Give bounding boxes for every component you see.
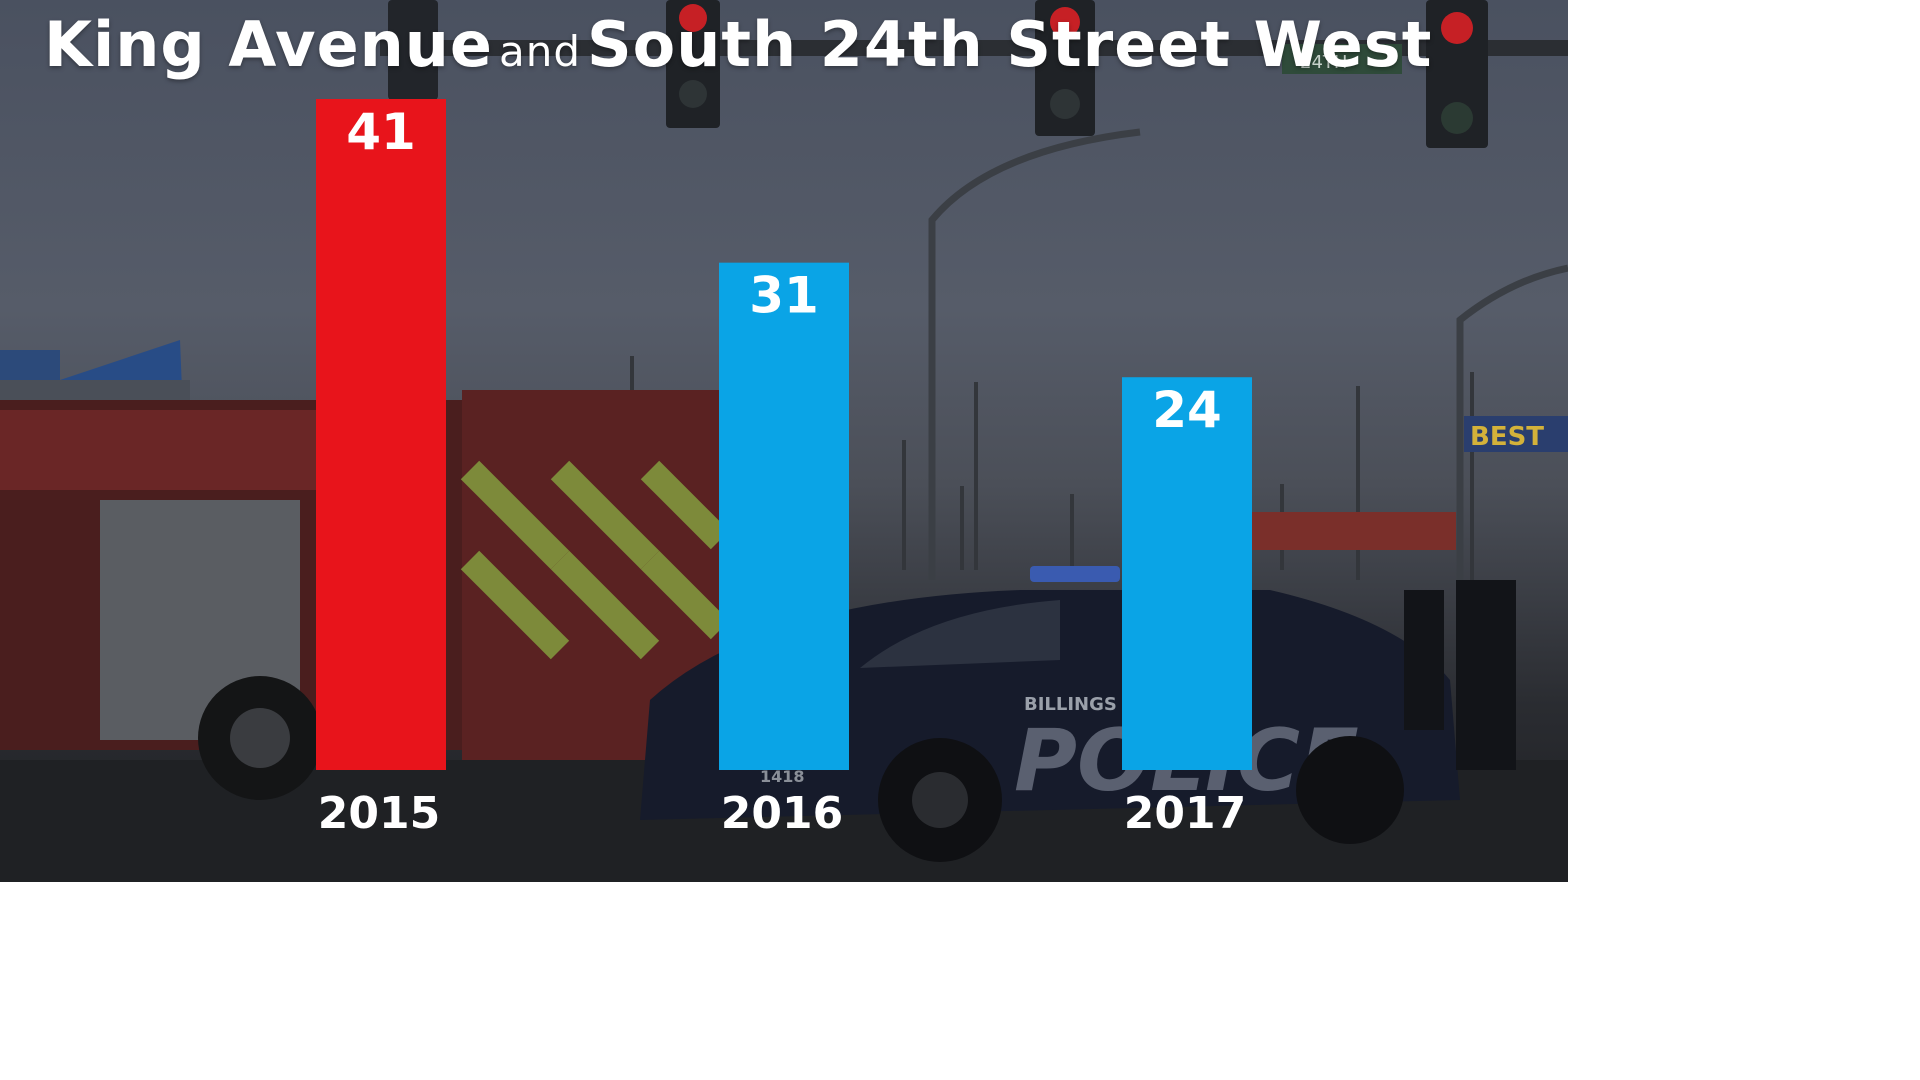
restaurant-building <box>1252 512 1456 550</box>
traffic-light-icon <box>666 0 720 128</box>
svg-text:BILLINGS: BILLINGS <box>1024 694 1117 715</box>
x-tick-label: 2017 <box>1124 788 1246 839</box>
traffic-light-icon <box>1426 0 1488 148</box>
chart-stage: 24TH BEST <box>0 0 1568 882</box>
title-primary: King Avenue <box>44 8 493 81</box>
svg-text:24TH: 24TH <box>1300 52 1347 73</box>
bar-chart: 41 2015 31 2016 24 2017 <box>316 99 1252 839</box>
title-conjunction: and <box>498 27 581 76</box>
bar-2015 <box>316 99 446 770</box>
title-secondary: South 24th Street West <box>587 8 1433 81</box>
street-lamp-icon <box>928 128 1568 600</box>
traffic-light-icon <box>1035 0 1095 136</box>
x-tick-label: 2016 <box>721 788 843 839</box>
bar-2016 <box>719 262 849 770</box>
x-tick-label: 2015 <box>318 788 440 839</box>
bar-value-label: 41 <box>346 103 416 161</box>
street-sign: 24TH <box>1282 44 1402 74</box>
svg-text:1418: 1418 <box>760 767 805 786</box>
bar-value-label: 31 <box>749 267 819 325</box>
store-sign: BEST <box>1464 416 1568 452</box>
svg-text:BEST: BEST <box>1470 422 1544 452</box>
police-officers <box>1404 580 1516 770</box>
traffic-light-icon <box>388 0 438 100</box>
bar-value-label: 24 <box>1152 381 1222 439</box>
chart-title: King Avenue andSouth 24th Street West <box>44 8 1432 81</box>
bar-2017 <box>1122 377 1252 770</box>
